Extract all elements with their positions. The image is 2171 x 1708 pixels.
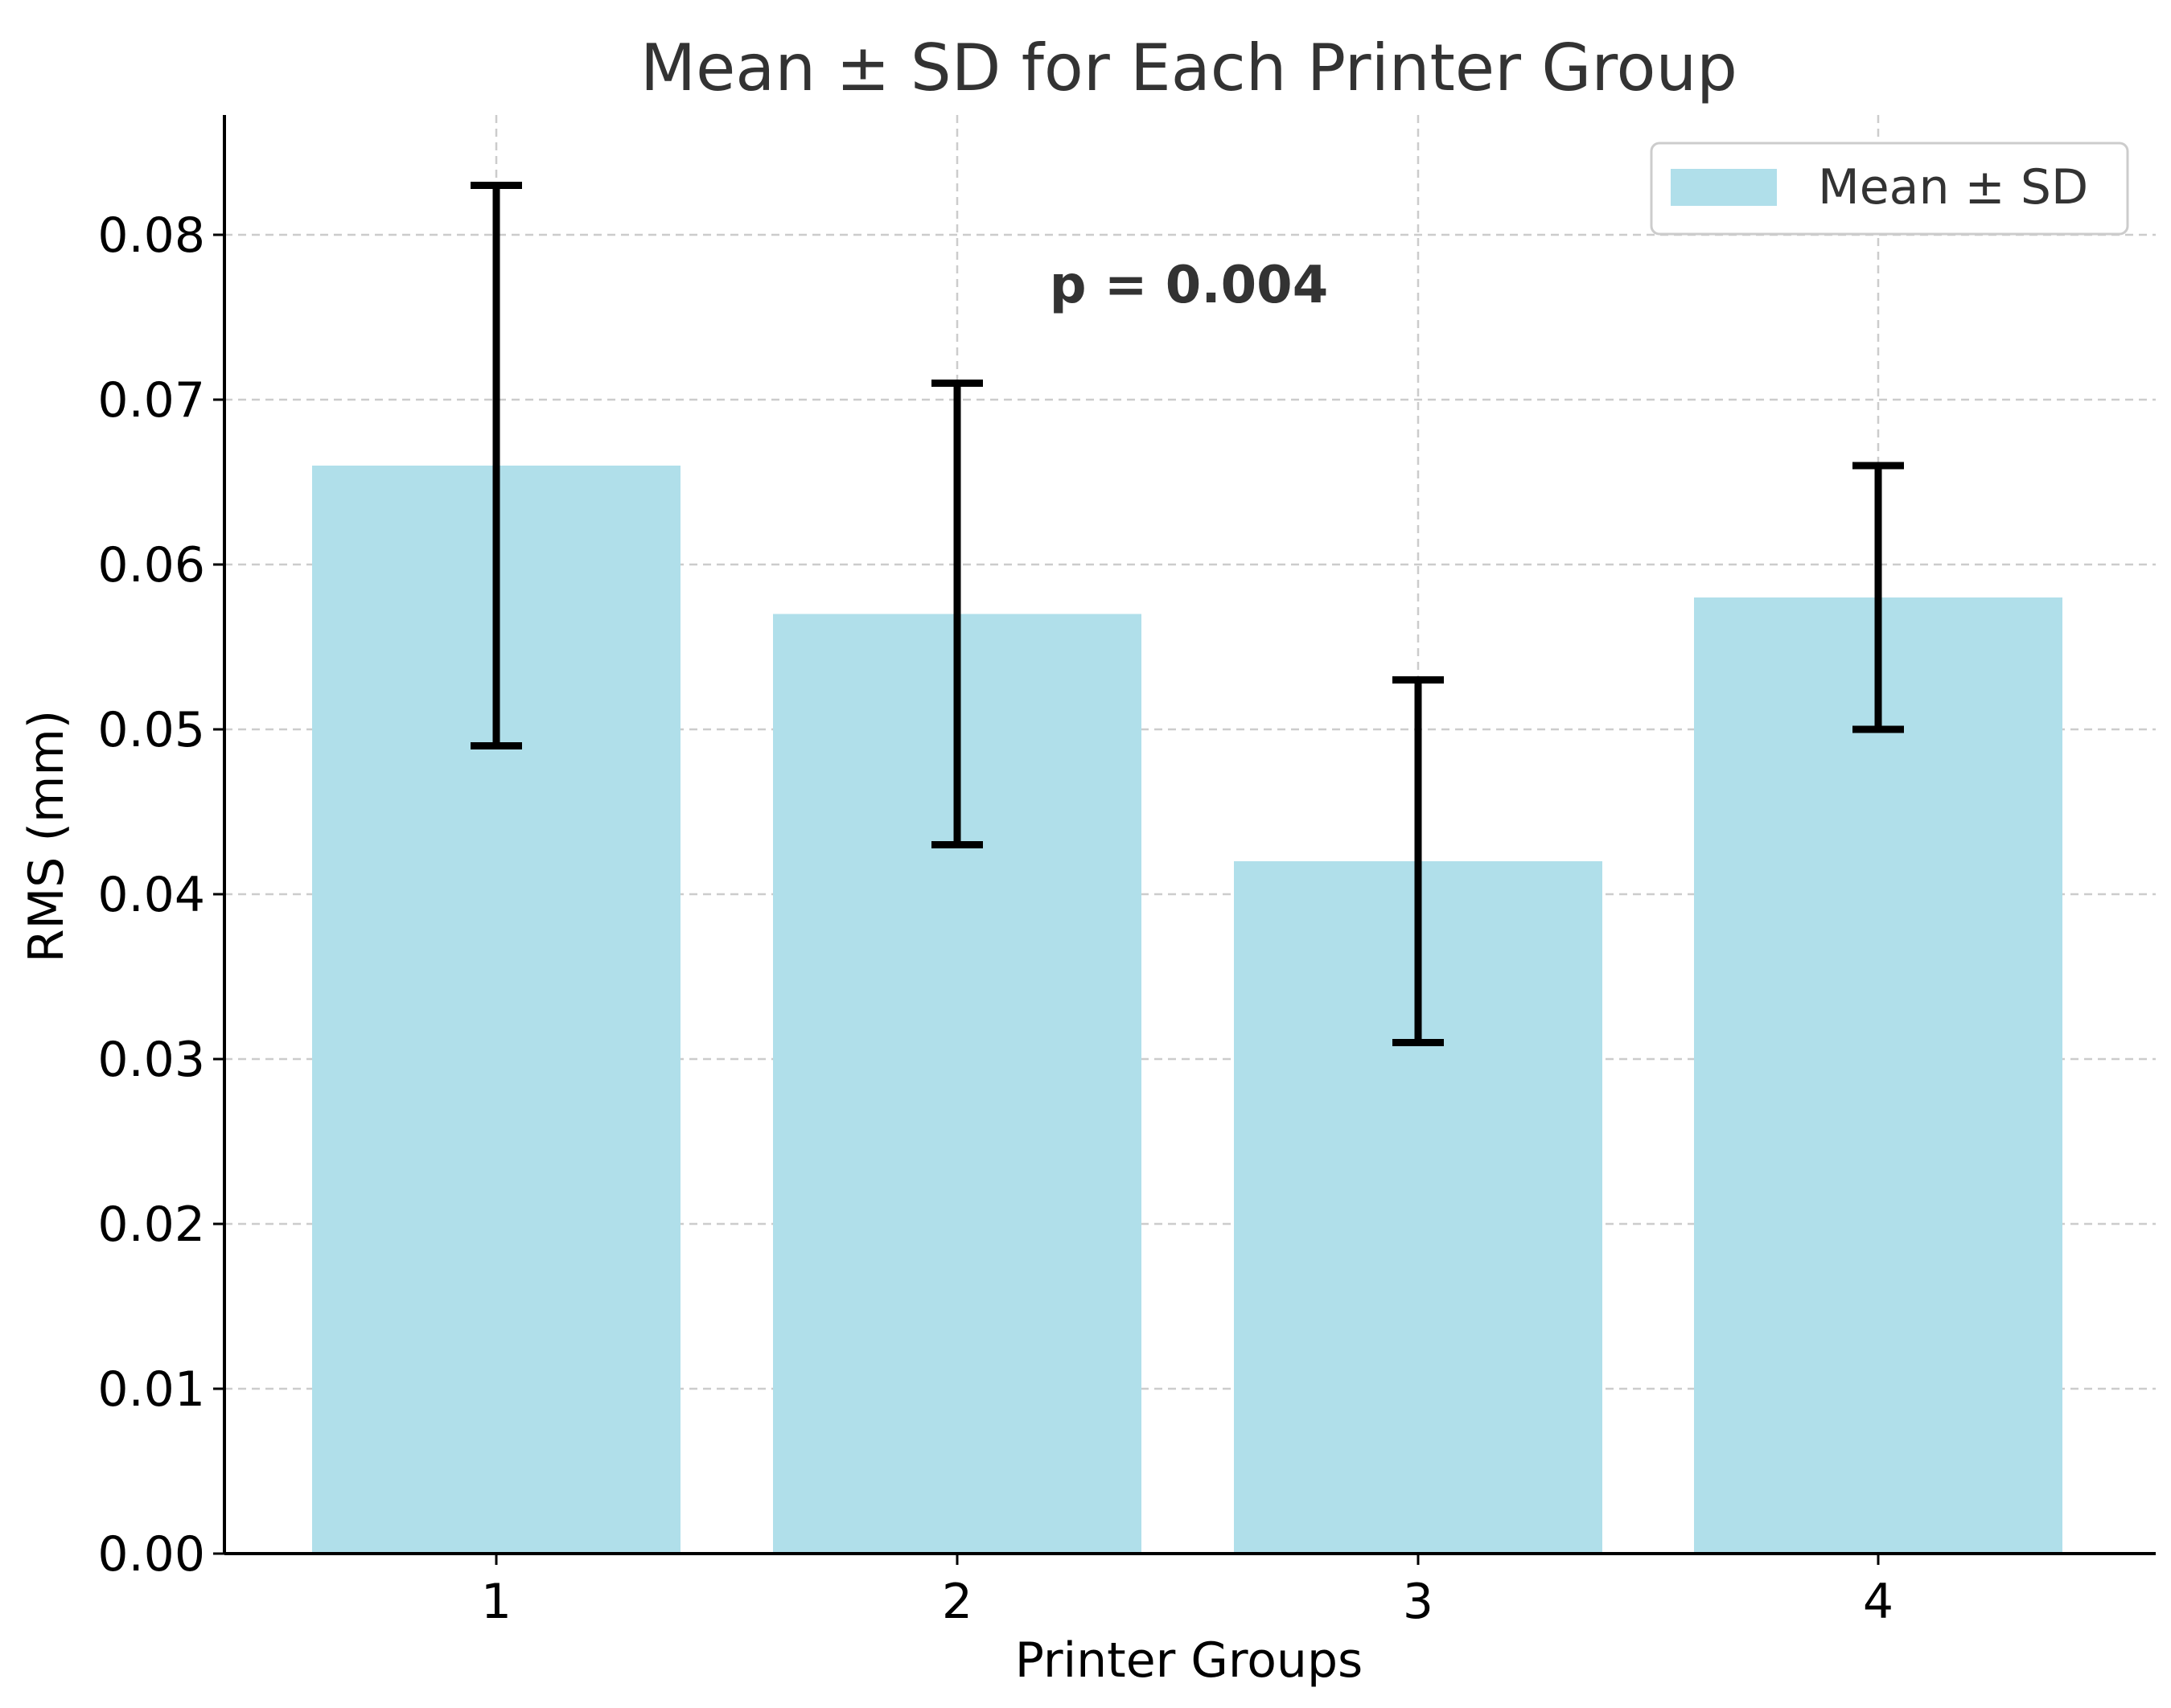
y-tick-label: 0.01 [97, 1361, 205, 1418]
legend-label: Mean ± SD [1818, 159, 2088, 216]
legend-swatch [1671, 169, 1777, 206]
y-tick-label: 0.06 [97, 537, 205, 593]
bar [1694, 597, 2062, 1554]
y-tick-label: 0.07 [97, 372, 205, 429]
x-tick-label: 3 [1403, 1574, 1433, 1630]
x-tick-label: 4 [1863, 1574, 1893, 1630]
y-tick-layer: 0.00 0.01 0.02 0.03 0.04 0.05 0.06 0.07 0.08 [97, 207, 224, 1583]
y-tick-label: 0.05 [97, 702, 205, 758]
x-axis-label: Printer Groups [1015, 1632, 1363, 1689]
y-axis-label: RMS (mm) [19, 710, 75, 963]
error-layer [471, 182, 1904, 1046]
x-tick-label: 1 [481, 1574, 512, 1630]
x-tick-label: 2 [942, 1574, 972, 1630]
y-tick-label: 0.00 [97, 1526, 205, 1583]
chart-title: Mean ± SD for Each Printer Group [640, 31, 1737, 105]
y-tick-label: 0.04 [97, 867, 205, 923]
y-tick-label: 0.08 [97, 207, 205, 264]
p-value-annotation: p = 0.004 [1050, 256, 1328, 315]
y-tick-label: 0.03 [97, 1032, 205, 1088]
legend-frame [1650, 142, 2129, 236]
y-tick-label: 0.02 [97, 1197, 205, 1253]
legend: Mean ± SD [1650, 142, 2129, 236]
x-tick-layer: 1 2 3 4 [481, 1554, 1893, 1630]
